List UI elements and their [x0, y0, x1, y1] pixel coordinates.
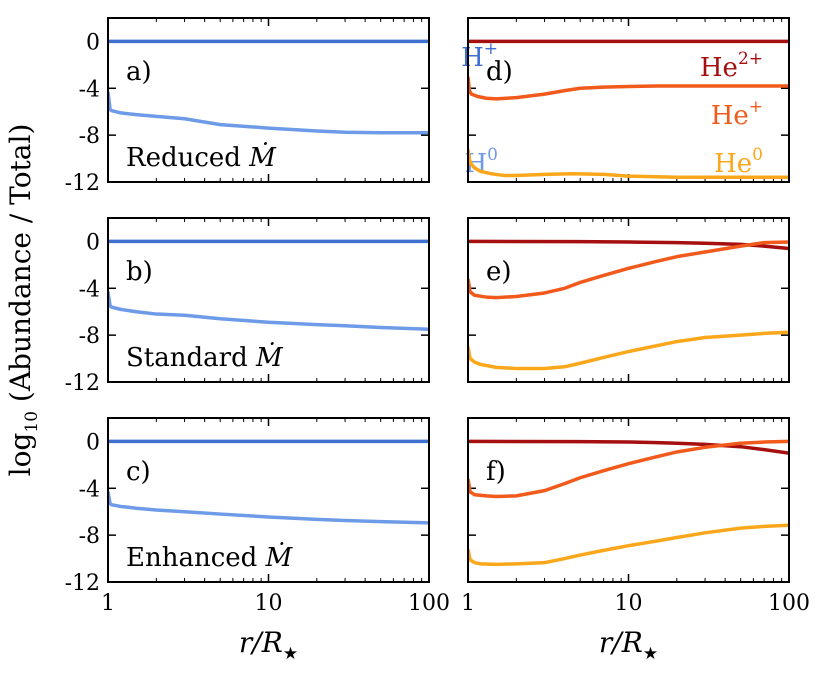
y-tick-label: 0: [86, 30, 100, 55]
series-line-He0: [468, 330, 789, 371]
series-line-H0: [108, 91, 429, 135]
panel-letter: f): [486, 457, 506, 487]
y-tick-label: -4: [79, 477, 100, 502]
panel-letter: e): [486, 257, 512, 287]
panel-d: d) He2+ He+ He0: [467, 17, 790, 183]
y-tick-label: -8: [79, 124, 100, 149]
species-label: H+: [461, 39, 498, 73]
species-label: He+: [711, 97, 763, 131]
mass-loss-label: Enhanced Ṁ: [126, 542, 294, 573]
y-tick-label: -8: [79, 324, 100, 349]
panel-letter: b): [126, 257, 153, 287]
panel-c: 0 -4 -8 -121 10 100 r/R★ c) Enhanced Ṁ: [65, 417, 450, 664]
y-tick-label: -4: [79, 77, 100, 102]
panel-letter: d): [486, 57, 513, 87]
series-line-Heplus: [468, 240, 789, 300]
series-line-He0: [468, 148, 789, 180]
series-line-H0: [108, 491, 429, 525]
y-axis-label-post: (Abundance / Total): [4, 124, 37, 411]
series-line-He2plus: [468, 439, 789, 455]
species-label: He2+: [700, 49, 763, 83]
mass-loss-label: Reduced Ṁ: [126, 142, 277, 173]
panel-frame: [467, 417, 790, 583]
x-axis-label: r/R★: [239, 626, 298, 664]
x-tick-label: 1: [461, 591, 475, 616]
y-tick-label: 0: [86, 230, 100, 255]
species-label: He0: [714, 145, 763, 179]
x-axis-label: r/R★: [599, 626, 658, 664]
y-tick-label: -12: [65, 371, 100, 396]
panel-a: 0-4-8-12a)Reduced ṀH+H0: [65, 17, 498, 196]
panel-frame: [107, 417, 430, 583]
panel-frame: [467, 17, 790, 183]
panel-e: e): [467, 217, 790, 383]
y-tick-label: -12: [65, 171, 100, 196]
panel-f: 1 10 100 r/R★ f): [461, 417, 810, 664]
y-tick-label: -8: [79, 524, 100, 549]
y-tick-label: -12: [65, 571, 100, 596]
panel-frame: [107, 17, 430, 183]
series-line-H0: [108, 291, 429, 332]
y-tick-label: -4: [79, 277, 100, 302]
series-line-He0: [468, 523, 789, 567]
series-line-Heplus: [468, 439, 789, 499]
panel-b: 0 -4 -8 -12 b) Standard Ṁ: [65, 217, 430, 396]
series-line-He2plus: [468, 239, 789, 251]
panel-frame: [107, 217, 430, 383]
y-axis-label-sub: 10: [22, 411, 42, 433]
x-tick-label: 100: [768, 591, 810, 616]
x-tick-label: 10: [615, 591, 643, 616]
series-line-Heplus: [468, 76, 789, 101]
y-tick-label: 0: [86, 430, 100, 455]
y-axis-label: log10 (Abundance / Total): [4, 124, 42, 477]
panel-letter: a): [126, 57, 152, 87]
panel-frame: [467, 217, 790, 383]
mass-loss-label: Standard Ṁ: [126, 342, 284, 373]
y-axis-label-pre: log: [4, 433, 37, 477]
panel-letter: c): [126, 457, 151, 487]
x-tick-label: 10: [255, 591, 283, 616]
x-tick-label: 100: [408, 591, 450, 616]
y-axis-label-text: log10 (Abundance / Total): [4, 124, 42, 477]
x-tick-label: 1: [101, 591, 115, 616]
